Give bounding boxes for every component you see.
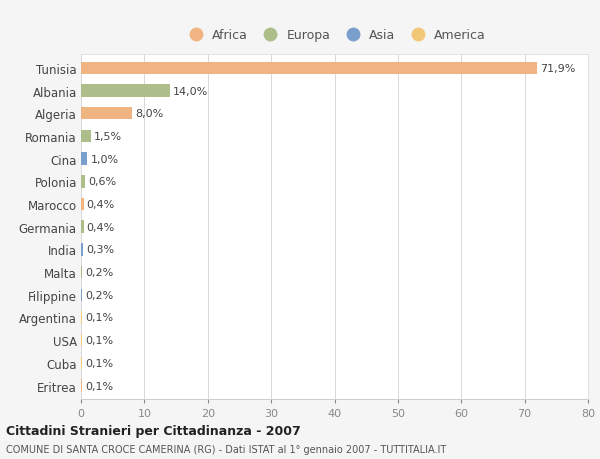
Text: 0,4%: 0,4% xyxy=(87,222,115,232)
Bar xyxy=(81,221,83,234)
Text: COMUNE DI SANTA CROCE CAMERINA (RG) - Dati ISTAT al 1° gennaio 2007 - TUTTITALIA: COMUNE DI SANTA CROCE CAMERINA (RG) - Da… xyxy=(6,444,446,454)
Bar xyxy=(81,266,82,279)
Text: 0,2%: 0,2% xyxy=(85,268,113,278)
Bar xyxy=(81,153,88,166)
Bar xyxy=(81,198,83,211)
Text: 0,1%: 0,1% xyxy=(85,358,113,368)
Legend: Africa, Europa, Asia, America: Africa, Europa, Asia, America xyxy=(183,29,486,42)
Bar xyxy=(81,357,82,369)
Bar xyxy=(81,108,132,120)
Bar xyxy=(81,130,91,143)
Text: 0,1%: 0,1% xyxy=(85,336,113,346)
Text: 0,6%: 0,6% xyxy=(88,177,116,187)
Bar xyxy=(81,312,82,324)
Bar xyxy=(81,62,536,75)
Bar xyxy=(81,176,85,188)
Text: 71,9%: 71,9% xyxy=(540,64,575,73)
Text: 8,0%: 8,0% xyxy=(135,109,163,119)
Text: 0,4%: 0,4% xyxy=(87,200,115,210)
Text: 1,5%: 1,5% xyxy=(94,132,122,142)
Text: 14,0%: 14,0% xyxy=(173,86,208,96)
Bar xyxy=(81,334,82,347)
Bar xyxy=(81,244,83,256)
Text: Cittadini Stranieri per Cittadinanza - 2007: Cittadini Stranieri per Cittadinanza - 2… xyxy=(6,425,301,437)
Text: 0,3%: 0,3% xyxy=(86,245,114,255)
Bar xyxy=(81,85,170,98)
Text: 1,0%: 1,0% xyxy=(91,154,119,164)
Text: 0,1%: 0,1% xyxy=(85,381,113,391)
Bar xyxy=(81,289,82,302)
Text: 0,2%: 0,2% xyxy=(85,290,113,300)
Bar xyxy=(81,380,82,392)
Text: 0,1%: 0,1% xyxy=(85,313,113,323)
